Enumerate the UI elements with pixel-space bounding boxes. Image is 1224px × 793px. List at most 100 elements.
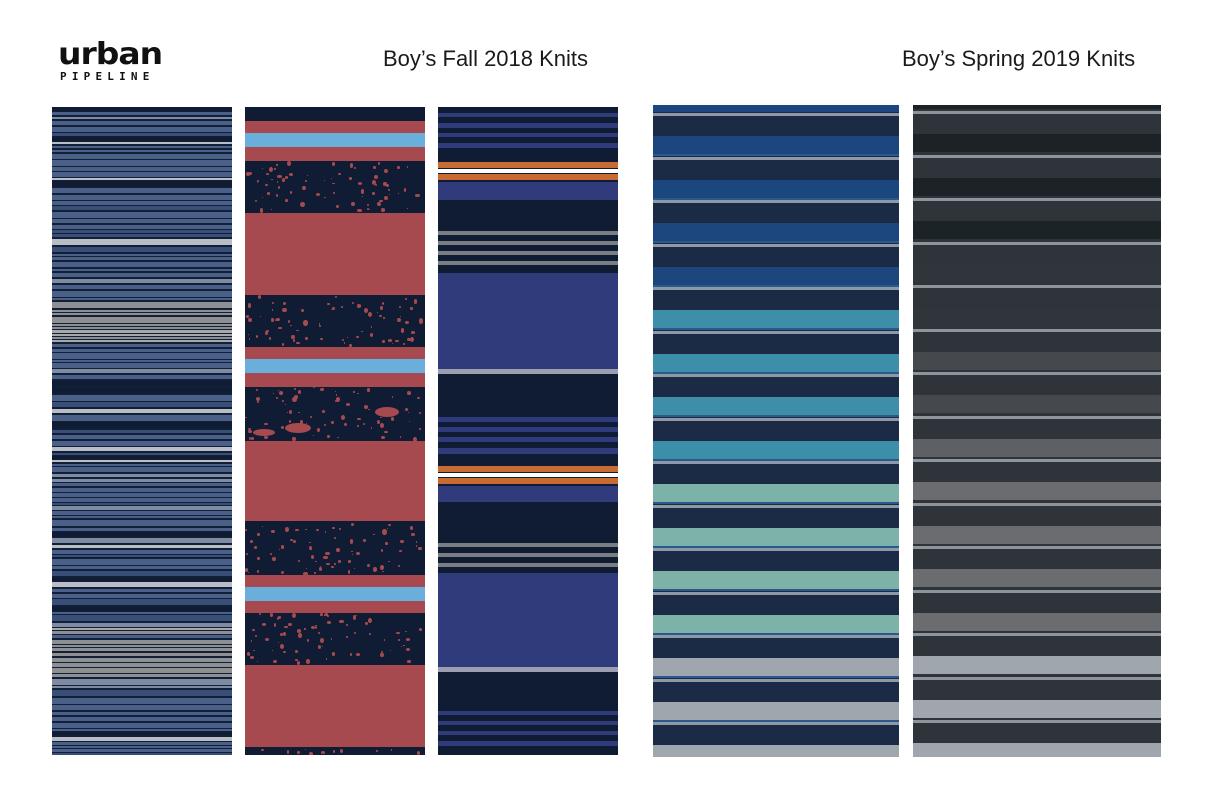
fabric-speck <box>406 165 409 168</box>
stripe <box>653 246 899 267</box>
stripe <box>52 430 232 433</box>
fabric-speck <box>379 422 384 429</box>
fabric-speck <box>369 332 374 337</box>
stripe <box>52 409 232 413</box>
stripe <box>438 466 618 472</box>
fabric-speck <box>278 548 281 551</box>
fabric-speck <box>324 196 327 198</box>
fabric-speck <box>265 173 269 176</box>
fabric-speck <box>327 621 331 624</box>
fabric-speck <box>402 343 406 345</box>
fabric-speck <box>317 644 321 649</box>
fabric-speck <box>285 175 288 179</box>
fabric-speck <box>356 304 362 308</box>
stripe <box>913 288 1161 308</box>
fabric-speck <box>284 199 288 202</box>
fabric-speck <box>348 177 353 181</box>
stripe <box>245 213 425 295</box>
fabric-speck <box>330 637 333 640</box>
stripe <box>653 241 899 243</box>
stripe <box>52 344 232 347</box>
fabric-speck <box>256 569 260 574</box>
fabric-speck <box>310 625 316 629</box>
fabric-speck <box>323 179 326 181</box>
stripe <box>52 117 232 119</box>
fabric-speck <box>409 420 411 422</box>
fabric-speck <box>245 529 247 532</box>
fabric-speck <box>332 182 336 185</box>
stripe <box>52 160 232 166</box>
fabric-speck <box>346 403 351 407</box>
stripe <box>245 373 425 387</box>
stripe <box>52 388 232 393</box>
fabric-speck <box>320 566 322 568</box>
fabric-speck <box>349 539 354 544</box>
fabric-speck <box>399 436 402 439</box>
fabric-speck <box>288 420 291 423</box>
fabric-speck <box>380 208 385 212</box>
stripe <box>438 133 618 137</box>
fabric-speck <box>326 563 330 566</box>
fabric-speck <box>398 565 401 568</box>
fabric-speck <box>292 396 297 402</box>
stripe <box>913 395 1161 413</box>
fabric-speck <box>357 182 363 186</box>
stripe <box>913 723 1161 743</box>
stripe <box>52 674 232 677</box>
stripe <box>52 381 232 386</box>
fabric-speck <box>284 625 288 629</box>
fabric-speck <box>409 307 414 310</box>
stripe <box>913 502 1161 506</box>
fabric-speck <box>292 437 296 441</box>
fabric-speck <box>341 338 345 341</box>
fabric-speck <box>265 329 269 332</box>
stripe <box>913 244 1161 265</box>
fabric-speck <box>264 422 269 426</box>
fabric-speck <box>295 659 298 662</box>
stripe <box>52 137 232 141</box>
fabric-speck <box>388 188 391 192</box>
fabric-speck <box>271 649 274 651</box>
fabric-speck <box>369 208 371 210</box>
fabric-speck <box>375 407 399 417</box>
fabric-speck <box>272 301 275 305</box>
fabric-speck <box>347 336 349 338</box>
stripe <box>913 636 1161 656</box>
stripe <box>245 575 425 587</box>
fabric-speck <box>247 427 252 430</box>
fabric-speck <box>368 620 370 622</box>
stripe <box>653 745 899 757</box>
stripe <box>913 157 1161 178</box>
fabric-speck <box>256 335 258 338</box>
fabric-speck <box>277 389 280 392</box>
stripe <box>913 177 1161 196</box>
fabric-speck <box>287 161 292 167</box>
stripe <box>245 121 425 133</box>
stripe <box>438 143 618 148</box>
stripe <box>438 123 618 128</box>
fabric-speck <box>401 645 403 647</box>
stripe <box>52 337 232 339</box>
stripe <box>913 612 1161 631</box>
stripe <box>653 638 899 658</box>
fabric-speck <box>281 177 286 182</box>
fabric-speck <box>276 164 278 166</box>
stripe <box>653 458 899 461</box>
fabric-speck <box>418 546 423 550</box>
fabric-speck <box>396 631 401 635</box>
fabric-speck <box>381 436 385 440</box>
fabric-speck <box>325 531 327 533</box>
stripe <box>52 712 232 715</box>
stripe <box>653 200 899 203</box>
fabric-speck <box>272 659 277 663</box>
stripe <box>52 112 232 115</box>
fabric-speck <box>387 560 390 562</box>
fabric-speck <box>310 416 312 419</box>
fabric-speck <box>406 391 411 395</box>
fabric-speck <box>351 522 355 526</box>
stripe <box>913 676 1161 680</box>
stripe <box>52 127 232 132</box>
fabric-speck <box>333 191 335 194</box>
fabric-speck <box>296 628 301 633</box>
stripe <box>52 578 232 581</box>
